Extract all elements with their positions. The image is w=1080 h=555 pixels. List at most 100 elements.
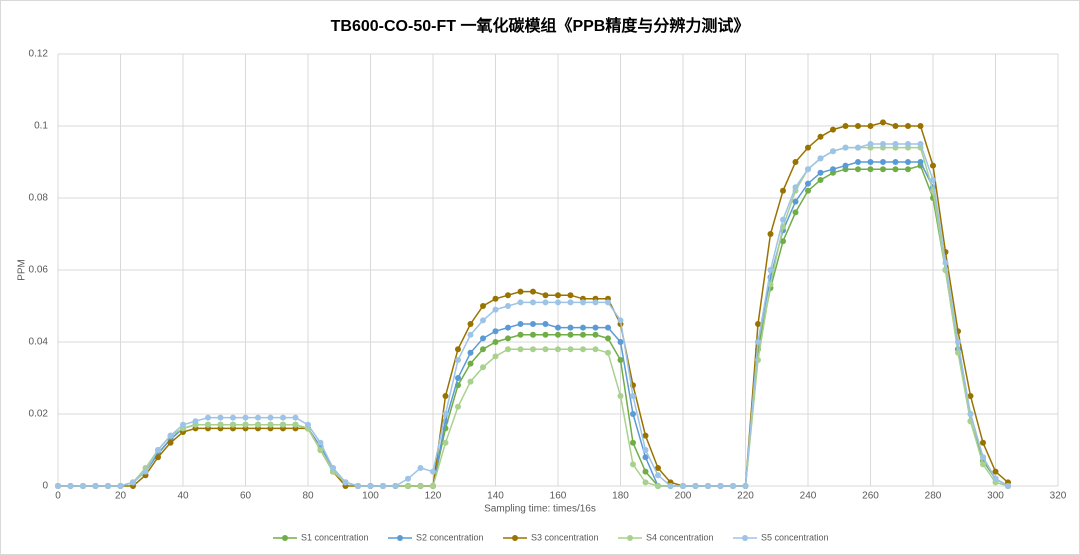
data-point <box>917 123 924 129</box>
data-point <box>67 483 74 489</box>
data-point <box>617 339 624 345</box>
x-tick-label: 260 <box>862 491 879 502</box>
data-point <box>105 483 111 489</box>
data-point <box>555 324 561 331</box>
data-point <box>317 447 324 453</box>
x-tick-label: 180 <box>612 491 629 502</box>
data-point <box>230 414 236 421</box>
x-tick-label: 280 <box>925 491 942 502</box>
data-point <box>442 411 449 417</box>
data-point <box>430 483 436 489</box>
data-point <box>592 331 599 338</box>
data-point <box>342 479 349 486</box>
data-point <box>205 414 211 421</box>
data-point <box>855 166 861 173</box>
data-point <box>255 421 261 428</box>
data-point <box>517 331 524 338</box>
data-point <box>780 238 786 245</box>
data-point <box>605 335 611 342</box>
legend-marker <box>282 535 288 541</box>
data-point <box>380 483 386 489</box>
x-tick-label: 220 <box>737 491 754 502</box>
data-point <box>555 292 561 299</box>
data-point <box>805 180 811 187</box>
data-point <box>780 187 786 194</box>
data-point <box>792 159 799 165</box>
data-point <box>817 155 824 162</box>
data-point <box>492 328 499 335</box>
data-point <box>917 141 924 147</box>
data-point <box>780 216 786 223</box>
data-point <box>967 411 974 417</box>
legend-marker <box>397 535 403 541</box>
data-point <box>730 483 736 489</box>
data-point <box>842 162 849 169</box>
y-axis-label: PPM <box>17 259 28 281</box>
x-tick-label: 200 <box>675 491 692 502</box>
data-point <box>892 123 899 129</box>
data-point <box>880 119 886 126</box>
data-point <box>505 346 511 353</box>
data-point <box>980 439 986 446</box>
data-point <box>180 421 186 428</box>
x-tick-label: 0 <box>55 491 61 502</box>
data-point <box>367 483 374 489</box>
y-tick-label: 0 <box>42 481 48 492</box>
data-point <box>542 299 549 306</box>
data-point <box>792 198 799 205</box>
data-point <box>155 447 161 453</box>
data-point <box>130 479 136 486</box>
data-point <box>867 159 874 165</box>
data-point <box>480 303 486 309</box>
data-point <box>480 346 486 353</box>
data-point <box>292 421 299 428</box>
data-point <box>467 360 474 367</box>
data-point <box>55 483 61 489</box>
data-point <box>855 159 861 165</box>
data-point <box>892 166 899 173</box>
data-point <box>317 439 324 446</box>
legend-marker <box>512 535 518 541</box>
data-point <box>655 472 661 479</box>
data-point <box>880 166 886 173</box>
data-point <box>830 126 836 133</box>
data-point <box>755 339 761 345</box>
x-tick-label: 300 <box>987 491 1004 502</box>
data-point <box>217 421 224 428</box>
data-point <box>617 393 624 399</box>
data-point <box>580 324 586 331</box>
data-point <box>630 461 636 468</box>
data-point <box>330 465 336 471</box>
data-point <box>555 346 561 353</box>
data-point <box>717 483 724 489</box>
x-tick-label: 100 <box>362 491 379 502</box>
data-point <box>767 231 774 237</box>
data-point <box>542 292 549 299</box>
data-point <box>655 483 661 489</box>
data-point <box>455 346 461 353</box>
data-point <box>805 166 811 173</box>
data-point <box>680 483 686 489</box>
data-point <box>1005 483 1011 489</box>
data-point <box>642 432 649 439</box>
data-point <box>580 299 586 306</box>
data-point <box>642 447 649 453</box>
y-tick-label: 0.08 <box>29 193 49 204</box>
data-point <box>192 418 199 425</box>
y-tick-label: 0.02 <box>29 409 49 420</box>
data-point <box>817 169 824 176</box>
data-point <box>855 144 861 151</box>
data-point <box>930 162 936 169</box>
x-tick-label: 240 <box>800 491 817 502</box>
data-point <box>242 421 249 428</box>
data-point <box>992 475 999 482</box>
data-point <box>617 317 624 324</box>
data-point <box>867 123 874 129</box>
data-point <box>905 159 911 165</box>
y-tick-label: 0.06 <box>29 265 49 276</box>
data-point <box>830 148 836 155</box>
data-point <box>805 144 811 151</box>
data-point <box>305 421 311 428</box>
data-point <box>642 468 649 475</box>
